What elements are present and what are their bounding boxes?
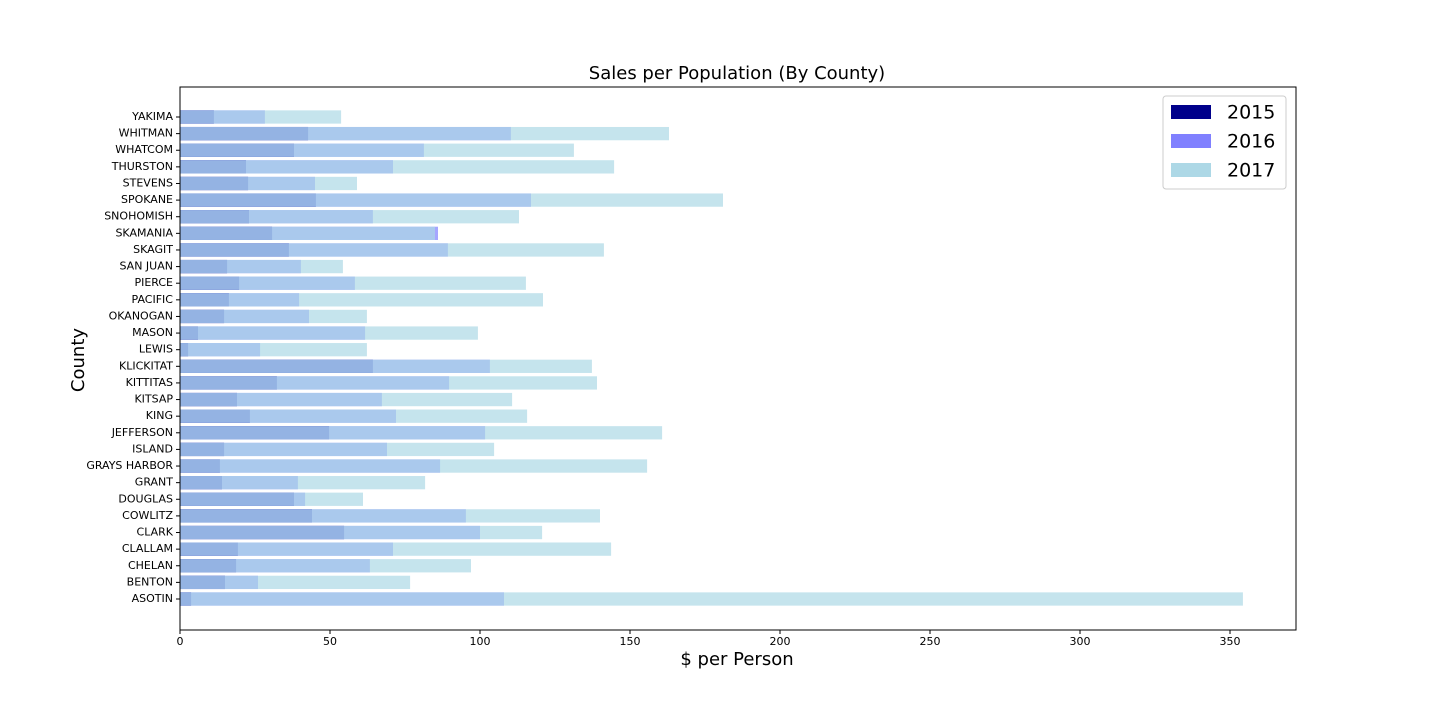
x-tick-label: 0 xyxy=(177,635,184,648)
legend-swatch xyxy=(1171,105,1211,119)
y-tick-label: CHELAN xyxy=(128,559,173,572)
y-tick-label: SPOKANE xyxy=(121,193,173,206)
bar xyxy=(180,143,574,157)
x-tick-label: 350 xyxy=(1220,635,1241,648)
x-tick-label: 300 xyxy=(1070,635,1091,648)
bar xyxy=(180,542,612,556)
y-tick-label: SAN JUAN xyxy=(120,260,174,273)
legend-label: 2017 xyxy=(1227,160,1275,182)
y-tick-label: GRANT xyxy=(135,476,173,489)
y-tick-label: CLALLAM xyxy=(122,542,173,555)
y-tick-label: ISLAND xyxy=(132,442,173,455)
y-tick-label: LEWIS xyxy=(139,343,173,356)
y-tick-label: STEVENS xyxy=(123,176,173,189)
bar xyxy=(180,525,543,540)
bar xyxy=(180,326,478,340)
x-tick-label: 200 xyxy=(770,635,791,648)
y-tick-label: KITTITAS xyxy=(126,376,173,389)
legend-label: 2016 xyxy=(1227,131,1275,153)
bar xyxy=(180,126,669,141)
y-tick-label: PIERCE xyxy=(134,276,173,289)
x-tick-label: 250 xyxy=(920,635,941,648)
bar xyxy=(180,293,543,307)
bar xyxy=(180,575,411,590)
x-tick-label: 100 xyxy=(470,635,491,648)
bar xyxy=(180,193,723,207)
y-tick-label: SNOHOMISH xyxy=(104,210,173,223)
bar xyxy=(180,259,343,274)
bar xyxy=(180,359,592,373)
y-tick-label: DOUGLAS xyxy=(118,492,173,505)
bar xyxy=(180,492,363,506)
y-tick-label: KING xyxy=(146,409,173,422)
bar xyxy=(180,343,367,357)
bar xyxy=(180,243,604,257)
bar xyxy=(180,276,526,290)
y-tick-label: THURSTON xyxy=(111,160,173,173)
y-tick-label: SKAGIT xyxy=(133,243,173,256)
x-tick-label: 150 xyxy=(620,635,641,648)
bar xyxy=(180,110,342,124)
bar xyxy=(180,392,513,407)
y-tick-label: MASON xyxy=(132,326,173,339)
y-tick-label: PACIFIC xyxy=(132,293,174,306)
legend-swatch xyxy=(1171,163,1211,177)
y-tick-label: SKAMANIA xyxy=(115,226,173,239)
bar xyxy=(180,459,648,473)
y-tick-label: WHITMAN xyxy=(119,127,173,140)
y-tick-label: JEFFERSON xyxy=(111,426,173,439)
y-tick-label: GRAYS HARBOR xyxy=(86,459,173,472)
plot-frame xyxy=(179,86,1297,631)
bar xyxy=(180,376,597,390)
chart-title: Sales per Population (By County) xyxy=(589,63,885,84)
x-axis-label: $ per Person xyxy=(680,649,793,670)
y-tick-label: ASOTIN xyxy=(132,592,173,605)
bar xyxy=(180,476,426,490)
y-tick-label: YAKIMA xyxy=(131,110,173,123)
bar xyxy=(180,509,600,523)
legend-swatch xyxy=(1171,134,1211,148)
bar xyxy=(180,559,471,573)
y-tick-label: CLARK xyxy=(137,526,174,539)
bar xyxy=(180,592,1243,606)
bar xyxy=(180,426,663,440)
y-tick-label: COWLITZ xyxy=(122,509,173,522)
y-tick-label: WHATCOM xyxy=(115,143,173,156)
y-tick-label: OKANOGAN xyxy=(109,309,173,322)
y-tick-label: KITSAP xyxy=(134,393,173,406)
y-tick-label: BENTON xyxy=(127,575,173,588)
bar xyxy=(180,442,495,457)
bar xyxy=(180,409,528,423)
bar xyxy=(180,176,357,191)
y-axis-label: County xyxy=(68,328,89,392)
bar xyxy=(180,226,435,240)
legend-label: 2015 xyxy=(1227,102,1275,124)
bar xyxy=(180,160,615,174)
y-tick-label: KLICKITAT xyxy=(119,359,173,372)
bar xyxy=(180,210,519,224)
bar xyxy=(180,309,367,324)
x-tick-label: 50 xyxy=(323,635,337,648)
